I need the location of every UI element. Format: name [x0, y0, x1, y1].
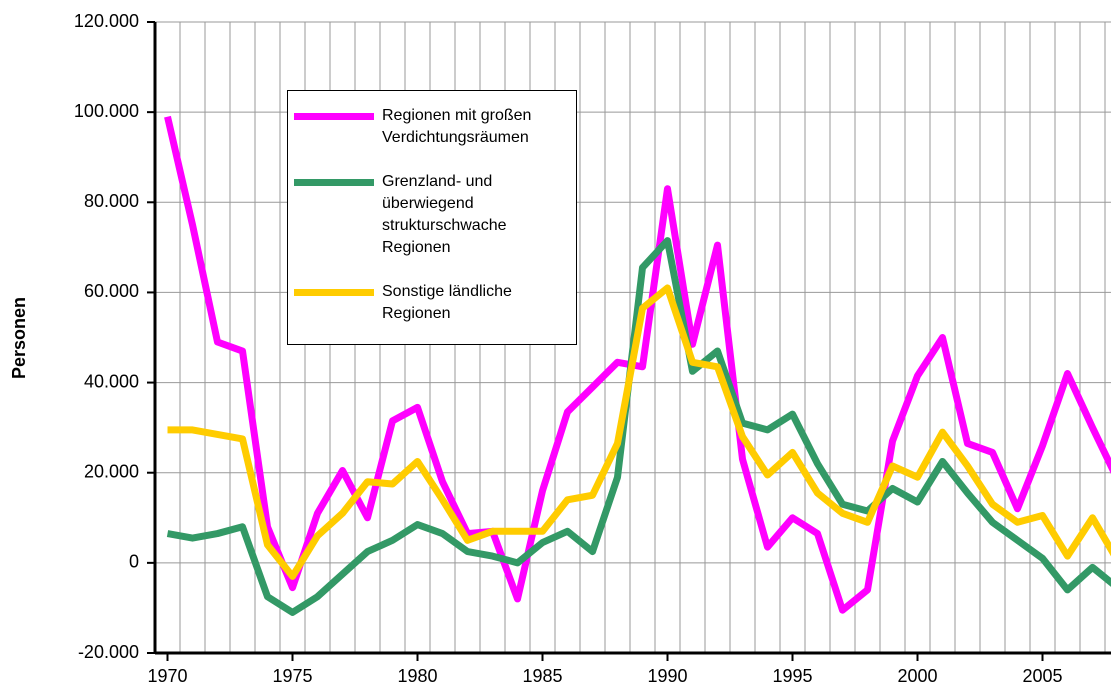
y-tick-label: 20.000 [84, 461, 139, 481]
series-line [166, 237, 1111, 616]
x-tick-label: 2005 [1022, 666, 1062, 686]
x-tick-label: 1970 [147, 666, 187, 686]
y-tick-label: 80.000 [84, 191, 139, 211]
x-tick-label: 1990 [647, 666, 687, 686]
y-tick-label: 120.000 [74, 11, 139, 31]
legend-label: Grenzland- und überwiegend strukturschwa… [382, 173, 507, 256]
legend-entry: Grenzland- und überwiegend strukturschwa… [294, 171, 568, 259]
y-tick-label: 60.000 [84, 281, 139, 301]
legend-entry: Sonstige ländliche Regionen [294, 281, 568, 325]
legend: Regionen mit großen Verdichtungsräumen Gr… [287, 90, 577, 345]
x-tick-label: 1985 [522, 666, 562, 686]
legend-entry: Regionen mit großen Verdichtungsräumen [294, 105, 568, 149]
x-tick-label: 1975 [272, 666, 312, 686]
x-tick-label: 1980 [397, 666, 437, 686]
x-tick-label: 1995 [772, 666, 812, 686]
legend-label: Sonstige ländliche Regionen [382, 283, 512, 322]
y-tick-label: -20.000 [78, 642, 139, 662]
series-line [167, 284, 1111, 580]
legend-label: Regionen mit großen Verdichtungsräumen [382, 107, 532, 146]
x-tick-label: 2000 [897, 666, 937, 686]
legend-swatch [294, 289, 374, 296]
legend-swatch [294, 113, 374, 120]
y-tick-label: 0 [129, 552, 139, 572]
y-axis-label: Personen [9, 297, 29, 379]
legend-swatch [294, 179, 374, 186]
y-tick-label: 40.000 [84, 371, 139, 391]
y-tick-label: 100.000 [74, 101, 139, 121]
series-line [164, 115, 1111, 614]
